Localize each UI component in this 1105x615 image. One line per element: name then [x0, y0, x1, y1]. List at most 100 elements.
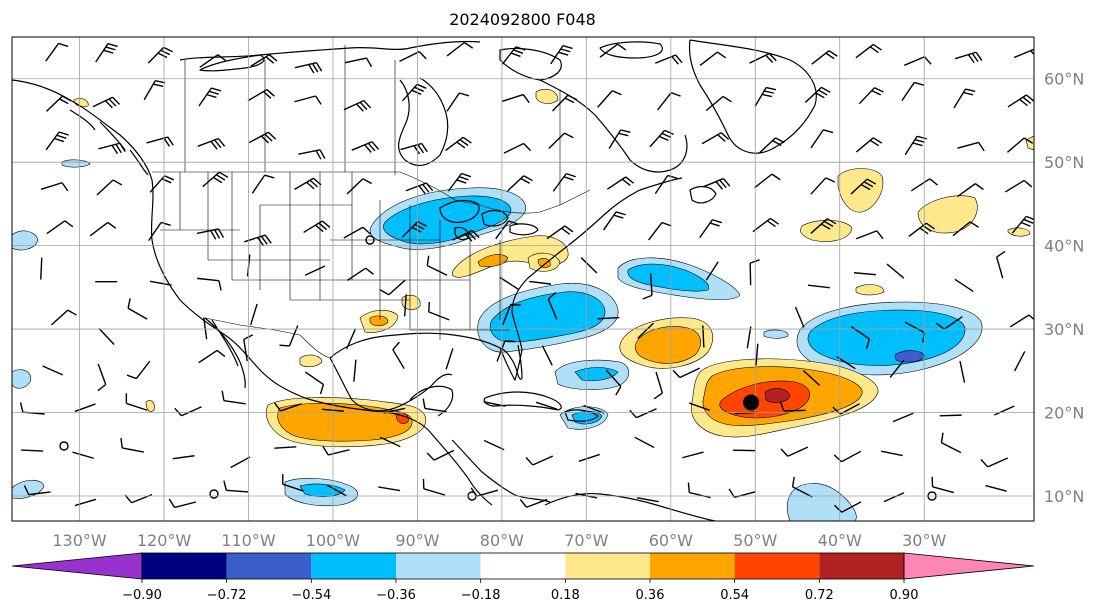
map-frame [11, 36, 1035, 522]
wind-barb-flag [266, 89, 275, 97]
longitude-label: 40°W [818, 531, 862, 550]
wind-barb-flag [523, 175, 533, 182]
wind-barb-flag [821, 86, 831, 93]
wind-barb-flag [712, 219, 723, 224]
wind-barb-flag [925, 222, 935, 230]
wind-barb-flag [664, 129, 674, 136]
wind-barb-flag [912, 142, 923, 147]
wind-barb-flag [510, 303, 521, 306]
wind-barb-flag [621, 178, 631, 186]
wind-barb-staff [251, 174, 266, 194]
wind-barb-flag [416, 83, 427, 89]
wind-barb-flag [872, 137, 883, 144]
positive-core-virginia [537, 258, 551, 268]
wind-barb-staff [810, 177, 827, 195]
storm-center-marker [743, 394, 760, 411]
wind-barb-flag [217, 54, 227, 62]
wind-barb-staff [423, 488, 446, 496]
wind-barb-flag [215, 174, 226, 181]
wind-barb-staff [853, 272, 876, 276]
wind-barb-staff [597, 90, 613, 108]
wind-barb-flag [214, 139, 222, 149]
wind-barb-flag [210, 140, 218, 150]
wind-barb-flag [308, 64, 315, 74]
wind-barb-flag [115, 143, 122, 154]
wind-barb-flag [59, 98, 69, 105]
wind-barb-staff [1005, 179, 1025, 193]
positive-core-atlantic-central [635, 326, 701, 364]
wind-barb-flag [749, 259, 760, 264]
wind-barb-flag [279, 344, 290, 347]
wind-barb-flag [815, 92, 825, 99]
wind-barb-flag [315, 62, 323, 72]
wind-barb-staff [957, 183, 976, 198]
newfoundland [689, 185, 717, 204]
wind-barb-flag [257, 237, 265, 247]
longitude-label: 60°W [649, 531, 693, 550]
wind-barb-flag [413, 145, 421, 155]
labrador-coast [539, 79, 688, 173]
canada-arctic-coast [179, 40, 481, 61]
wind-barb-staff [378, 486, 401, 492]
wind-barb-flag [876, 230, 884, 240]
wind-barb-flag [1023, 137, 1034, 144]
latitude-label: 30°N [1044, 320, 1084, 339]
wind-barb-flag [213, 229, 221, 239]
wind-barb-staff [792, 486, 813, 498]
wind-barb-staff [380, 436, 401, 448]
wind-barb-flag [362, 178, 373, 185]
wind-barb-flag [414, 223, 425, 230]
wind-barb-flag [823, 220, 834, 227]
wind-barb-flag [766, 220, 776, 228]
wind-barb-staff [199, 54, 219, 68]
wind-barb-staff [881, 450, 903, 457]
wind-barb-flag [963, 91, 974, 96]
wind-barb-flag [1020, 221, 1031, 227]
negative-core-atlantic-north [627, 263, 710, 292]
calm-marker [59, 441, 69, 451]
wind-barb-flag [322, 446, 329, 456]
wind-barb-flag [315, 95, 322, 105]
wind-barb-flag [260, 235, 268, 245]
positive-area-small-3 [299, 354, 323, 368]
wind-barb-staff [21, 449, 44, 452]
wind-barb-flag [218, 280, 222, 291]
wind-barb-staff [97, 363, 107, 385]
wind-barb-flag [262, 91, 272, 99]
wind-barb-flag [520, 177, 530, 184]
wind-barb-staff [548, 132, 566, 149]
wind-barb-flag [161, 178, 172, 184]
wind-barb-staff [657, 92, 672, 111]
west-coast [12, 79, 493, 506]
wind-barb-flag [563, 176, 574, 181]
wind-barb-flag [558, 51, 569, 56]
wind-barb-flag [61, 182, 69, 192]
wind-barb-flag [629, 409, 637, 419]
latitude-label: 10°N [1044, 487, 1084, 506]
wind-barb-staff [148, 222, 162, 242]
wind-barb-flag [356, 103, 364, 112]
wind-barb-flag [264, 174, 275, 179]
positive-core-ohio-valley [477, 254, 509, 268]
wind-barb-flag [218, 171, 229, 178]
wind-barb-flag [866, 178, 877, 185]
wind-barb-flag [974, 183, 984, 191]
wind-barb-staff [886, 263, 905, 279]
colorbar-segment [734, 553, 820, 579]
wind-barb-flag [127, 298, 131, 309]
wind-barb-flag [318, 222, 327, 231]
wind-barb-staff [46, 220, 66, 235]
wind-barb-flag [422, 183, 430, 193]
wind-barb-flag [1033, 49, 1034, 50]
colorbar-segment [480, 553, 566, 579]
wind-barb-flag [1026, 215, 1034, 221]
wind-barb-flag [825, 52, 835, 60]
gulf-coast [329, 332, 523, 381]
wind-barb-staff [636, 408, 657, 419]
wind-barb-flag [208, 90, 219, 95]
wind-barb-flag [268, 54, 278, 62]
wind-barb-flag [978, 142, 985, 152]
wind-barb-flag [823, 129, 834, 134]
wind-barb-staff [941, 441, 962, 454]
wind-barb-flag [217, 228, 225, 238]
